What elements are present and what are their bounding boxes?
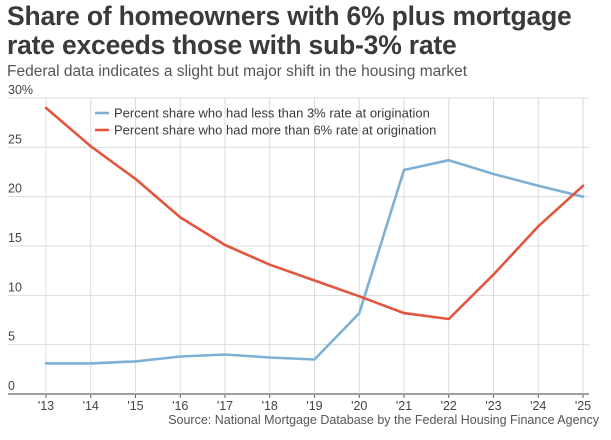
x-tick-label: '18: [262, 399, 278, 413]
x-tick-label: '23: [485, 399, 501, 413]
y-tick-label: 15: [8, 231, 22, 245]
y-tick-label: 30%: [8, 83, 33, 97]
x-tick-label: '20: [351, 399, 367, 413]
series-lines: [44, 106, 585, 365]
x-tick-label: '19: [306, 399, 322, 413]
gridlines: [8, 97, 589, 395]
series-line-under-3pct: [44, 158, 585, 365]
y-tick-label: 5: [8, 330, 15, 344]
y-tick-label: 10: [8, 280, 22, 294]
y-tick-label: 20: [8, 182, 22, 196]
y-tick-label: 0: [8, 379, 15, 393]
y-tick-label: 25: [8, 132, 22, 146]
chart-title: Share of homeowners with 6% plus mortgag…: [7, 1, 572, 60]
x-tick-label: '25: [575, 399, 591, 413]
x-tick-label: '17: [217, 399, 233, 413]
axis-ticks: 0 5 10 15 20 25 30% '13 '14 '15 '16 '17 '18 '19 '20 '21…: [8, 83, 591, 413]
source-note: Source: National Mortgage Database by th…: [168, 413, 599, 427]
x-tick-label: '16: [172, 399, 188, 413]
x-tick-label: '21: [396, 399, 412, 413]
legend-label: Percent share who had more than 6% rate …: [114, 123, 436, 138]
x-tick-label: '24: [530, 399, 546, 413]
x-tick-label: '22: [441, 399, 457, 413]
series-line-over-6pct: [44, 106, 585, 321]
x-tick-label: '13: [38, 399, 54, 413]
legend-label: Percent share who had less than 3% rate …: [114, 106, 430, 121]
legend: Percent share who had less than 3% rate …: [95, 106, 436, 138]
x-tick-label: '14: [83, 399, 99, 413]
chart-subtitle: Federal data indicates a slight but majo…: [7, 63, 468, 80]
x-tick-label: '15: [127, 399, 143, 413]
